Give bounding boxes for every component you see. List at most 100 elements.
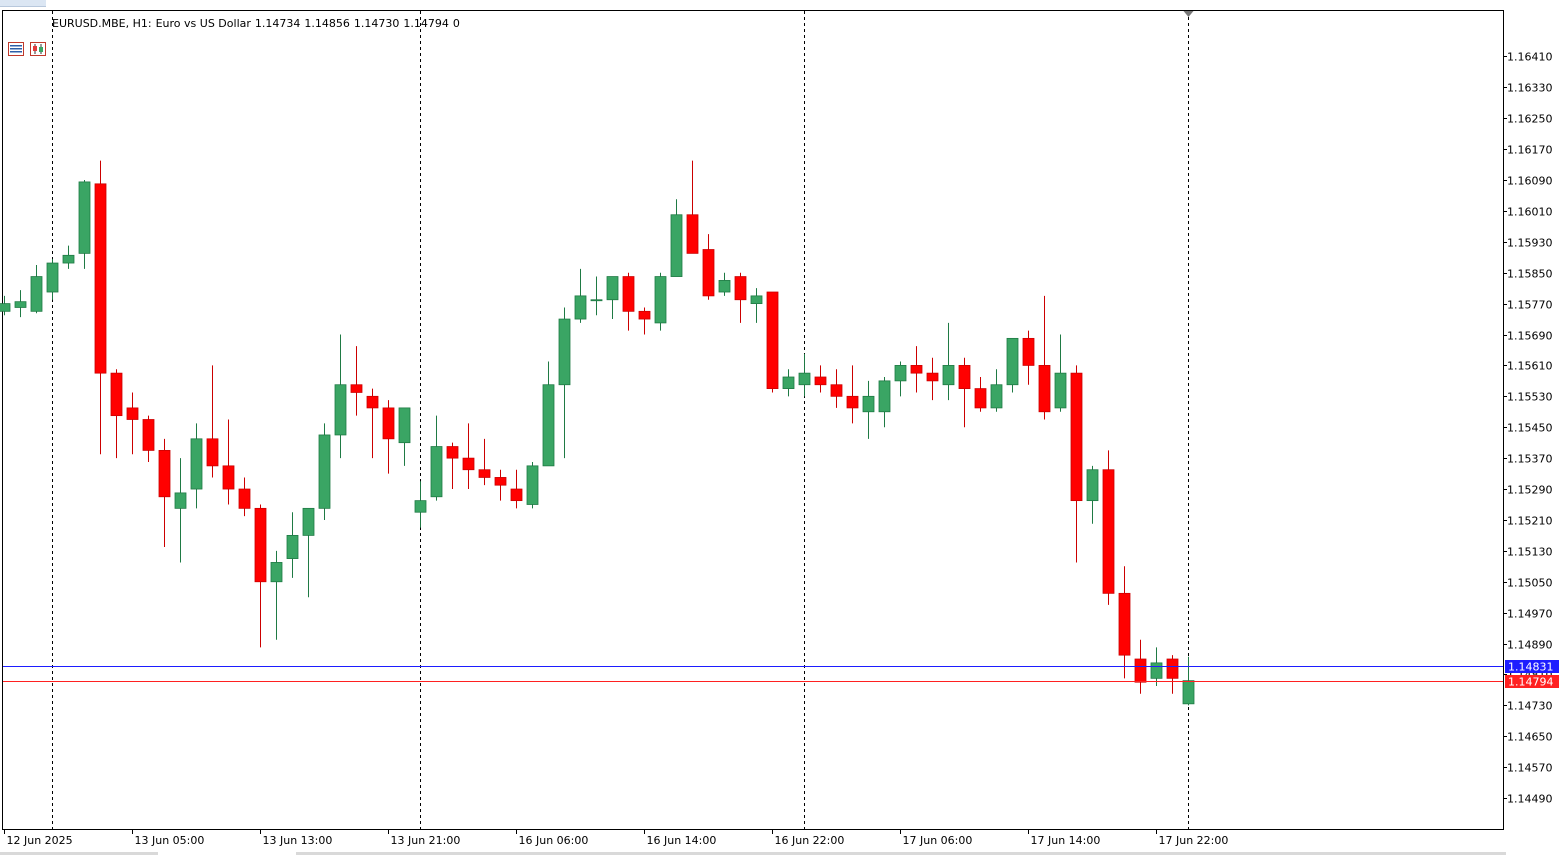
bull-candle-body: [334, 384, 347, 436]
bull-candle-body: [1006, 337, 1019, 386]
time-tick-label: 13 Jun 13:00: [263, 834, 333, 847]
candle: [478, 438, 491, 486]
bear-candle-body: [766, 291, 779, 389]
bear-candle-body: [510, 488, 523, 502]
price-tick-label: 1.16090: [1507, 175, 1553, 188]
candle: [78, 179, 91, 269]
candle: [414, 481, 427, 528]
window-tab-strip[interactable]: [0, 0, 46, 7]
candles: [0, 160, 1195, 706]
bull-candle-body: [990, 384, 1003, 409]
bull-candle-body: [14, 301, 27, 308]
price-tick-label: 1.15770: [1507, 299, 1553, 312]
bear-candle-body: [974, 388, 987, 409]
bull-candle-body: [878, 380, 891, 413]
bear-candle-body: [622, 276, 635, 312]
bear-candle-body: [1070, 372, 1083, 502]
bull-candle-body: [894, 365, 907, 382]
time-axis: 12 Jun 2025 13 Jun 05:00 13 Jun 13:00 13 Ju…: [0, 829, 1506, 855]
bull-candle-body: [526, 465, 539, 505]
candle: [702, 234, 715, 300]
candle: [270, 550, 283, 640]
time-tick-label: 16 Jun 22:00: [775, 834, 845, 847]
candle: [782, 369, 795, 397]
bull-candle-body: [1086, 469, 1099, 502]
candle: [238, 477, 251, 517]
bear-candle-body: [702, 249, 715, 297]
candle: [0, 295, 11, 316]
candle: [574, 268, 587, 323]
candle: [46, 259, 59, 300]
header-low: 1.14730: [353, 16, 400, 30]
candle: [654, 272, 667, 331]
price-tick-label: 1.16170: [1507, 144, 1553, 157]
time-tick-label: 16 Jun 06:00: [519, 834, 589, 847]
candle: [286, 512, 299, 578]
bull-candle-body: [430, 446, 443, 498]
bull-candle-body: [398, 407, 411, 444]
bull-candle-body: [302, 507, 315, 536]
bear-candle-body: [1038, 365, 1051, 413]
candle: [926, 357, 939, 401]
bottom-tab: [0, 852, 158, 855]
bull-candle-body: [654, 276, 667, 324]
time-tick-label: 13 Jun 21:00: [391, 834, 461, 847]
candle: [974, 377, 987, 412]
bear-candle-body: [734, 276, 747, 301]
price-lines: [3, 666, 1503, 682]
price-tick-label: 1.15690: [1507, 330, 1553, 343]
candle: [798, 353, 811, 397]
time-tick-label: 17 Jun 14:00: [1031, 834, 1101, 847]
candle: [1070, 365, 1083, 563]
candle: [670, 199, 683, 277]
candle: [990, 369, 1003, 412]
candle: [638, 307, 651, 335]
time-tick-label: 16 Jun 14:00: [647, 834, 717, 847]
bull-candle-body: [942, 365, 955, 386]
bear-candle-body: [478, 469, 491, 478]
ask-price-label: 1.14831: [1508, 661, 1554, 674]
price-tick-label: 1.15930: [1507, 237, 1553, 250]
price-tick-label: 1.14570: [1507, 762, 1553, 775]
bear-candle-body: [254, 507, 267, 583]
price-tick-label: 1.15130: [1507, 546, 1553, 559]
candle: [30, 264, 43, 314]
price-tick-label: 1.15210: [1507, 515, 1553, 528]
chart-list-icon[interactable]: [8, 16, 24, 56]
bear-candle-body: [814, 376, 827, 386]
bear-candle-body: [126, 407, 139, 420]
candle: [190, 423, 203, 509]
candle: [1006, 337, 1019, 393]
candle: [750, 288, 763, 323]
candle: [558, 307, 571, 459]
candle-chart-icon[interactable]: [30, 16, 46, 56]
candle: [206, 365, 219, 478]
candle: [622, 272, 635, 331]
candle: [686, 160, 699, 254]
bear-candle-body: [494, 477, 507, 486]
header-description: Euro vs US Dollar: [155, 16, 251, 30]
bull-candle-body: [62, 254, 75, 264]
plot-border: [2, 10, 1504, 830]
bull-candle-body: [46, 262, 59, 293]
candle: [1038, 295, 1051, 420]
candle: [14, 290, 27, 318]
candle: [494, 469, 507, 501]
bear-candle-body: [1102, 469, 1115, 594]
bull-candle-body: [750, 295, 763, 305]
price-tick-label: 1.16250: [1507, 113, 1553, 126]
candle: [1054, 334, 1067, 412]
candle: [94, 160, 107, 455]
candle: [718, 272, 731, 296]
candle: [894, 361, 907, 397]
candle: [1022, 330, 1035, 385]
price-tick-label: 1.16330: [1507, 82, 1553, 95]
candle: [318, 423, 331, 520]
candle: [430, 415, 443, 501]
price-tick-label: 1.15370: [1507, 453, 1553, 466]
chart-frame: [2, 10, 1504, 830]
bear-candle-body: [462, 457, 475, 471]
bull-candle-body: [1150, 662, 1163, 679]
header-close: 1.14794: [403, 16, 449, 30]
